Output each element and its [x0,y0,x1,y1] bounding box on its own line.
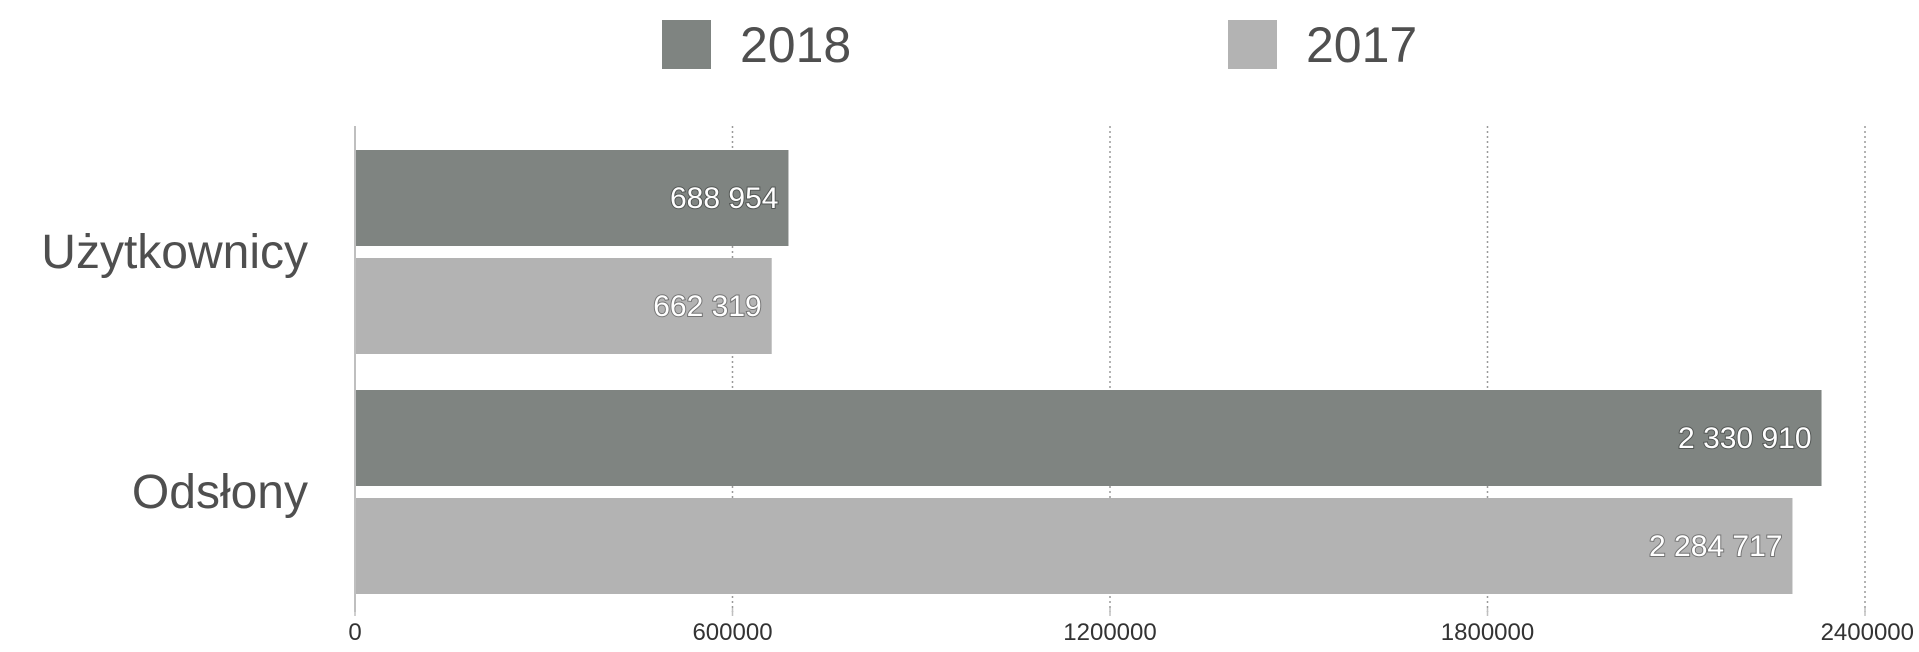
tick-label-1800000: 1800000 [1441,619,1534,646]
bar-label-2017-0: 662 319 [653,290,761,323]
tick-label-1200000: 1200000 [1063,619,1156,646]
bar-label-2017-1: 2 284 717 [1649,530,1782,563]
bar-2018-1 [355,390,1822,486]
legend-label-2017: 2017 [1306,17,1417,73]
bar-label-2018-1: 2 330 910 [1678,422,1811,455]
x-axis: 0 600000 1200000 1800000 2400000 [348,126,1914,646]
legend-label-2018: 2018 [740,17,851,73]
category-label-1: Odsłony [132,466,308,519]
category-label-0: Użytkownicy [41,226,308,279]
bar-2017-0 [355,258,772,354]
y-axis: Użytkownicy Odsłony [41,226,308,519]
legend-swatch-2017 [1228,20,1277,69]
bar-2018-0 [355,150,789,246]
bars: 688 954 662 319 2 330 910 2 284 717 [355,150,1822,594]
bar-2017-1 [355,498,1793,594]
tick-label-600000: 600000 [692,619,772,646]
tick-label-0: 0 [348,619,361,646]
legend: 2018 2017 [662,17,1417,73]
legend-swatch-2018 [662,20,711,69]
tick-label-2400000: 2400000 [1821,619,1914,646]
bar-label-2018-0: 688 954 [670,182,778,215]
